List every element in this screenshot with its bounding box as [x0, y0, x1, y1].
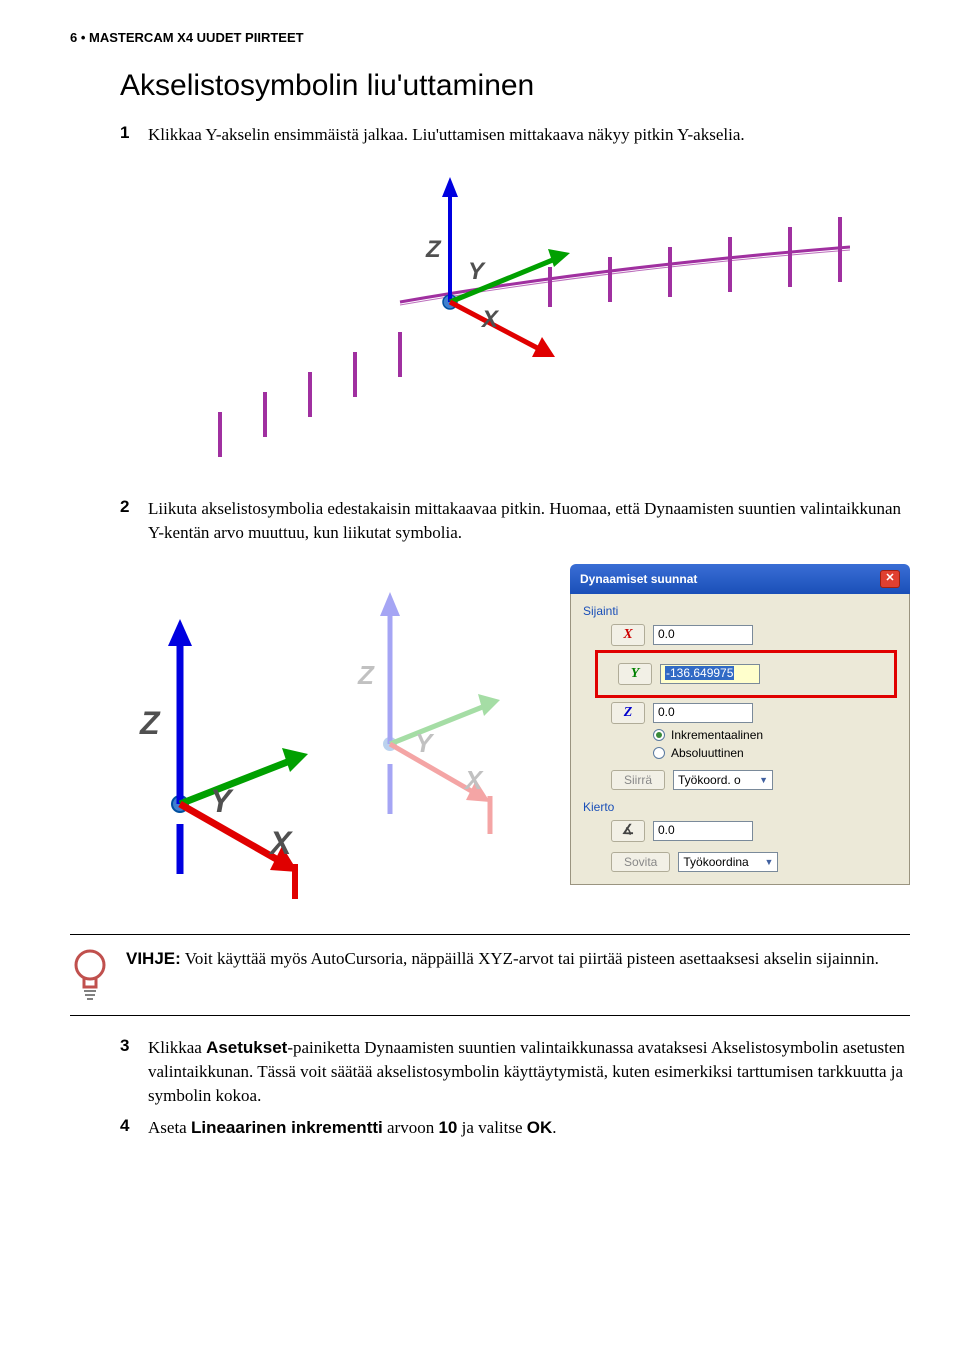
- dialog-title: Dynaamiset suunnat: [580, 572, 697, 586]
- chevron-down-icon: ▼: [764, 857, 773, 867]
- step-number: 1: [120, 123, 148, 147]
- sovita-button[interactable]: Sovita: [611, 852, 670, 872]
- angle-value-input[interactable]: 0.0: [653, 821, 753, 841]
- radio-label: Absoluuttinen: [671, 746, 744, 760]
- radio-absolute[interactable]: Absoluuttinen: [653, 746, 897, 760]
- siirra-button[interactable]: Siirrä: [611, 770, 665, 790]
- dialog-titlebar[interactable]: Dynaamiset suunnat ✕: [570, 564, 910, 594]
- bullet: •: [81, 30, 86, 45]
- z-field-row: Z 0.0: [611, 702, 897, 724]
- svg-text:Z: Z: [357, 660, 375, 690]
- svg-text:X: X: [463, 765, 484, 795]
- x-field-row: X 0.0: [611, 624, 897, 646]
- x-label: X: [480, 306, 500, 333]
- step-number: 3: [120, 1036, 148, 1107]
- step-number: 2: [120, 497, 148, 545]
- group-kierto-label: Kierto: [583, 800, 897, 814]
- close-icon[interactable]: ✕: [880, 570, 900, 588]
- step-text: Aseta Lineaarinen inkrementti arvoon 10 …: [148, 1116, 557, 1140]
- y-axis-button[interactable]: Y: [618, 663, 652, 685]
- step-text: Klikkaa Asetukset-painiketta Dynaamisten…: [148, 1036, 910, 1107]
- hint-label: VIHJE:: [126, 949, 181, 968]
- tyokoord-combo[interactable]: Työkoord. o ▼: [673, 770, 773, 790]
- svg-text:Y: Y: [210, 783, 234, 819]
- section-title: Akselistosymbolin liu'uttaminen: [120, 69, 910, 103]
- y-label: Y: [468, 258, 486, 285]
- x-value-input[interactable]: 0.0: [653, 625, 753, 645]
- page-number: 6: [70, 30, 77, 45]
- radio-incremental[interactable]: Inkrementaalinen: [653, 728, 897, 742]
- angle-button[interactable]: ∡: [611, 820, 645, 842]
- chevron-down-icon: ▼: [759, 775, 768, 785]
- angle-field-row: ∡ 0.0: [611, 820, 897, 842]
- hint-box: VIHJE: Voit käyttää myös AutoCursoria, n…: [70, 934, 910, 1016]
- hint-body: Voit käyttää myös AutoCursoria, näppäill…: [181, 949, 879, 968]
- doc-title: MASTERCAM X4 UUDET PIIRTEET: [89, 30, 304, 45]
- dynamic-directions-dialog: Dynaamiset suunnat ✕ Sijainti X 0.0 Y -1…: [570, 564, 910, 885]
- step-text: Liikuta akselistosymbolia edestakaisin m…: [148, 497, 910, 545]
- step-number: 4: [120, 1116, 148, 1140]
- z-axis-button[interactable]: Z: [611, 702, 645, 724]
- svg-text:X: X: [268, 825, 293, 861]
- page-header: 6 • MASTERCAM X4 UUDET PIIRTEET: [70, 30, 910, 45]
- group-sijainti-label: Sijainti: [583, 604, 897, 618]
- z-label: Z: [425, 236, 442, 263]
- radio-icon: [653, 747, 665, 759]
- svg-text:Y: Y: [415, 728, 435, 758]
- hint-text: VIHJE: Voit käyttää myös AutoCursoria, n…: [126, 947, 879, 971]
- z-value-input[interactable]: 0.0: [653, 703, 753, 723]
- radio-label: Inkrementaalinen: [671, 728, 763, 742]
- figure-gnomon-dialog: Z Y X Z Y X Dynaamiset suunnat ✕: [70, 564, 910, 904]
- step-4: 4 Aseta Lineaarinen inkrementti arvoon 1…: [120, 1116, 910, 1140]
- dialog-body: Sijainti X 0.0 Y -136.649975 Z 0.0 Inkre…: [570, 594, 910, 885]
- figure-axis-slide: Z Y X: [150, 167, 910, 467]
- radio-icon: [653, 729, 665, 741]
- lightbulb-icon: [70, 947, 110, 1003]
- y-highlight: Y -136.649975: [595, 650, 897, 698]
- tyokoordina-combo[interactable]: Työkoordina ▼: [678, 852, 778, 872]
- x-axis-button[interactable]: X: [611, 624, 645, 646]
- step-3: 3 Klikkaa Asetukset-painiketta Dynaamist…: [120, 1036, 910, 1107]
- step-1: 1 Klikkaa Y-akselin ensimmäistä jalkaa. …: [120, 123, 910, 147]
- y-value-input[interactable]: -136.649975: [660, 664, 760, 684]
- step-text: Klikkaa Y-akselin ensimmäistä jalkaa. Li…: [148, 123, 745, 147]
- step-2: 2 Liikuta akselistosymbolia edestakaisin…: [120, 497, 910, 545]
- svg-text:Z: Z: [139, 705, 161, 741]
